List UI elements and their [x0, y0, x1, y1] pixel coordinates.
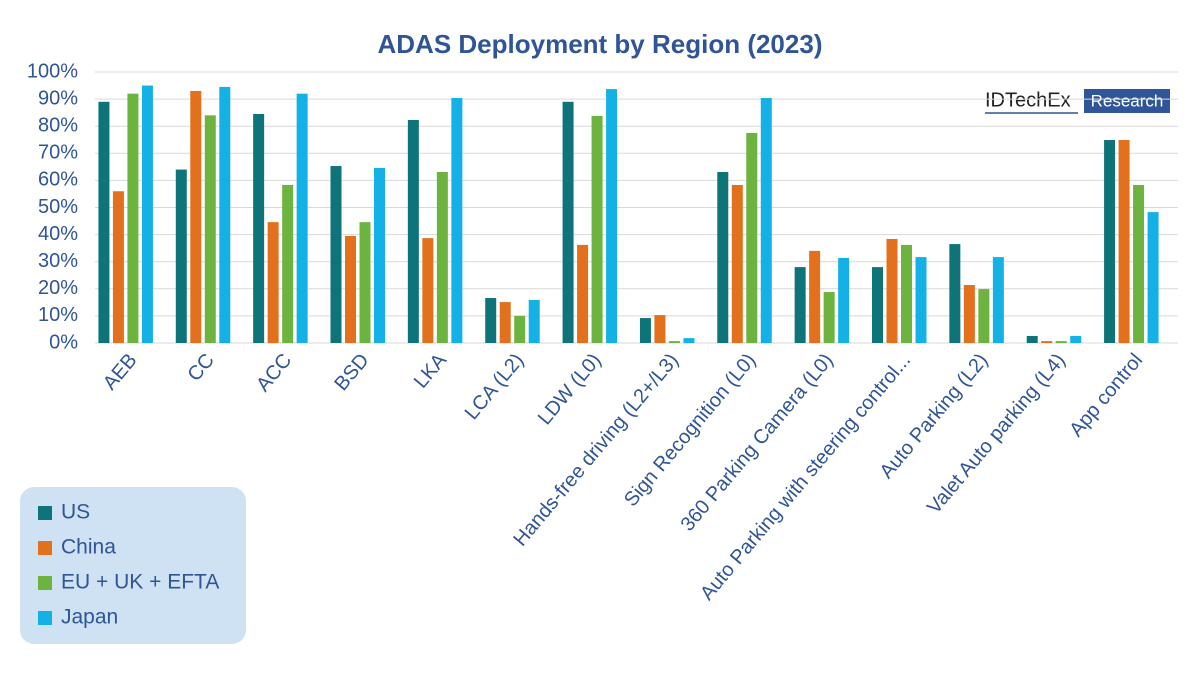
bar: [282, 185, 294, 343]
y-tick-label: 90%: [38, 87, 78, 109]
bar: [296, 93, 308, 344]
bar: [436, 171, 448, 343]
y-tick-label: 100%: [27, 60, 78, 82]
bar: [514, 315, 526, 343]
x-tick-label: Hands-free driving (L2+/L3): [509, 349, 683, 550]
y-tick-label: 50%: [38, 196, 78, 218]
bar: [1118, 140, 1130, 343]
y-tick-label: 30%: [38, 250, 78, 272]
bar: [963, 285, 975, 343]
x-tick-label: ACC: [252, 349, 296, 395]
x-tick-label: App control: [1065, 349, 1147, 441]
bar: [219, 86, 231, 343]
y-tick-label: 80%: [38, 114, 78, 136]
bar: [1026, 335, 1038, 343]
bar: [499, 302, 511, 343]
x-tick-label: AEB: [99, 349, 142, 394]
bar: [606, 89, 618, 343]
bar: [359, 222, 371, 343]
bar: [253, 114, 265, 343]
x-tick-label: LDW (L0): [534, 349, 606, 429]
x-tick-label: 360 Parking Camera (L0): [677, 349, 838, 535]
y-tick-label: 20%: [38, 277, 78, 299]
bar: [901, 244, 912, 343]
bar: [668, 341, 680, 343]
bar: [528, 299, 540, 343]
bar: [451, 98, 463, 344]
bar: [562, 101, 574, 343]
watermark-brand: IDTechEx: [985, 89, 1071, 111]
legend-label: US: [61, 501, 90, 524]
bar: [794, 267, 806, 343]
bar: [823, 292, 835, 343]
x-tick-label: CC: [183, 349, 218, 385]
x-tick-label: BSD: [330, 349, 373, 395]
y-tick-label: 10%: [38, 304, 78, 326]
watermark: IDTechEx Research: [985, 89, 1170, 114]
x-tick-label: LCA (L2): [461, 349, 529, 424]
bar: [760, 98, 772, 344]
bar: [654, 315, 666, 343]
legend-label: China: [61, 536, 116, 559]
bar: [330, 166, 342, 343]
bar: [345, 235, 356, 343]
bar: [915, 257, 927, 343]
bar: [267, 222, 279, 343]
y-tick-label: 40%: [38, 223, 78, 245]
bar: [717, 171, 729, 343]
bar: [1041, 341, 1053, 343]
bar: [204, 115, 216, 343]
watermark-tag: Research: [1091, 91, 1164, 110]
bar: [872, 267, 883, 343]
bar: [1070, 335, 1082, 343]
chart-title: ADAS Deployment by Region (2023): [378, 29, 823, 59]
bar: [683, 338, 695, 343]
bar: [1104, 140, 1116, 343]
bar: [1147, 212, 1159, 343]
bar: [591, 115, 603, 343]
bar: [127, 93, 139, 344]
bar: [639, 318, 651, 343]
legend-label: EU + UK + EFTA: [61, 571, 219, 594]
bar: [407, 119, 419, 343]
bar: [992, 257, 1004, 343]
bar: [98, 101, 110, 343]
legend-swatch: [38, 506, 52, 520]
legend-swatch: [38, 611, 52, 625]
legend-label: Japan: [61, 606, 118, 629]
legend-swatch: [38, 576, 52, 590]
bar: [886, 238, 898, 343]
bar: [190, 90, 202, 343]
watermark-box: [1084, 89, 1170, 113]
bar: [175, 169, 187, 343]
x-tick-label: Sign Recognition (L0): [620, 349, 760, 510]
x-tick-label: LKA: [410, 349, 452, 393]
legend-swatch: [38, 541, 52, 555]
y-tick-label: 70%: [38, 142, 78, 164]
bar: [809, 250, 821, 343]
bar: [577, 244, 589, 343]
x-tick-label: Valet Auto parking (L4): [923, 349, 1070, 518]
bar: [1055, 341, 1067, 343]
bar: [731, 185, 743, 343]
bar: [374, 167, 385, 343]
y-tick-label: 0%: [49, 331, 78, 353]
bar: [141, 85, 153, 344]
bar: [838, 257, 850, 343]
bar: [949, 244, 961, 343]
bar: [112, 191, 124, 343]
y-tick-label: 60%: [38, 169, 78, 191]
legend-box: [20, 487, 246, 644]
bar: [1133, 185, 1145, 343]
bar: [422, 238, 434, 343]
bar: [746, 132, 758, 343]
bar: [978, 289, 990, 343]
bar: [485, 298, 497, 343]
